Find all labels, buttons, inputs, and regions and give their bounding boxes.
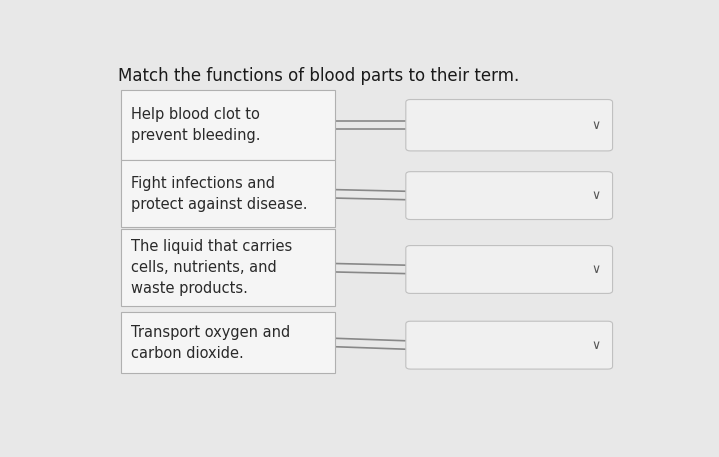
FancyBboxPatch shape [406, 245, 613, 293]
FancyBboxPatch shape [406, 321, 613, 369]
FancyBboxPatch shape [406, 172, 613, 219]
Text: ∨: ∨ [591, 119, 600, 132]
Text: Match the functions of blood parts to their term.: Match the functions of blood parts to th… [118, 67, 519, 85]
Text: Transport oxygen and
carbon dioxide.: Transport oxygen and carbon dioxide. [131, 324, 290, 361]
FancyBboxPatch shape [121, 90, 335, 160]
Text: ∨: ∨ [591, 189, 600, 202]
FancyBboxPatch shape [121, 312, 335, 373]
FancyBboxPatch shape [121, 160, 335, 227]
FancyBboxPatch shape [406, 100, 613, 151]
Text: Help blood clot to
prevent bleeding.: Help blood clot to prevent bleeding. [131, 107, 260, 143]
Text: Fight infections and
protect against disease.: Fight infections and protect against dis… [131, 176, 307, 212]
FancyBboxPatch shape [121, 229, 335, 307]
Text: ∨: ∨ [591, 339, 600, 351]
Text: ∨: ∨ [591, 263, 600, 276]
Text: The liquid that carries
cells, nutrients, and
waste products.: The liquid that carries cells, nutrients… [131, 239, 292, 296]
